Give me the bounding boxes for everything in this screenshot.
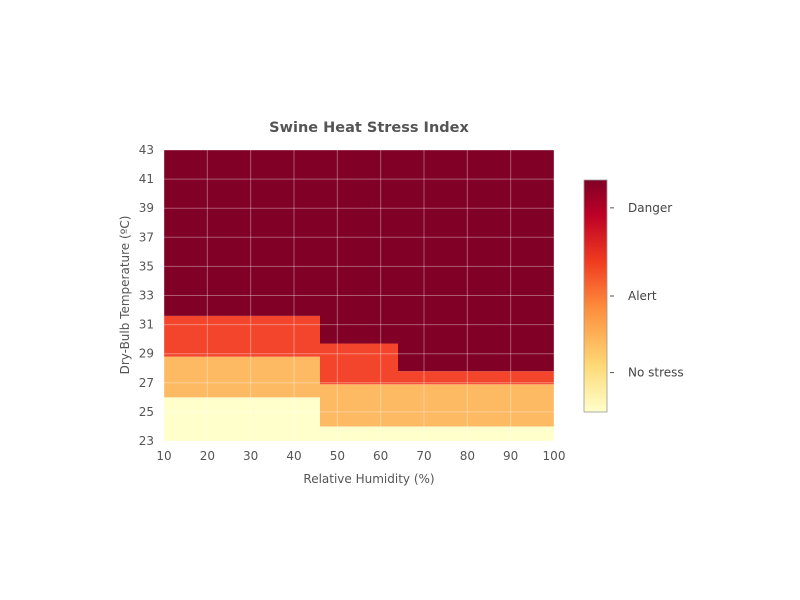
region-warning bbox=[398, 371, 554, 385]
y-axis-ticks: 23 25 27 29 31 33 35 37 39 41 43 bbox=[139, 143, 154, 448]
region-no-stress bbox=[164, 397, 320, 441]
colorbar-label: No stress bbox=[628, 366, 684, 380]
x-axis-ticks: 10 20 30 40 50 60 70 80 90 100 bbox=[156, 449, 565, 463]
region-warning bbox=[320, 343, 398, 385]
chart-title: Swine Heat Stress Index bbox=[269, 120, 469, 136]
y-tick-label: 35 bbox=[139, 259, 154, 273]
colorbar-labels: Danger Alert No stress bbox=[610, 201, 684, 380]
x-tick-label: 70 bbox=[416, 449, 431, 463]
x-tick-label: 90 bbox=[503, 449, 518, 463]
plot-regions bbox=[164, 150, 554, 441]
y-tick-label: 41 bbox=[139, 172, 154, 186]
x-axis-label: Relative Humidity (%) bbox=[303, 472, 434, 486]
y-axis-label: Dry-Bulb Temperature (ºC) bbox=[118, 216, 132, 375]
x-tick-label: 20 bbox=[200, 449, 215, 463]
x-tick-label: 50 bbox=[330, 449, 345, 463]
y-tick-label: 25 bbox=[139, 405, 154, 419]
region-alert bbox=[164, 356, 320, 398]
region-warning bbox=[164, 315, 320, 357]
region-alert bbox=[320, 384, 554, 427]
colorbar-label: Alert bbox=[628, 289, 657, 303]
colorbar-label: Danger bbox=[628, 201, 672, 215]
x-tick-label: 100 bbox=[543, 449, 566, 463]
region-danger bbox=[398, 150, 554, 372]
colorbar: Danger Alert No stress bbox=[583, 179, 684, 413]
y-tick-label: 39 bbox=[139, 201, 154, 215]
x-tick-label: 30 bbox=[243, 449, 258, 463]
y-tick-label: 43 bbox=[139, 143, 154, 157]
y-tick-label: 23 bbox=[139, 434, 154, 448]
y-tick-label: 31 bbox=[139, 318, 154, 332]
y-tick-label: 27 bbox=[139, 376, 154, 390]
region-danger bbox=[320, 150, 398, 344]
grid-lines bbox=[163, 149, 555, 442]
y-tick-label: 37 bbox=[139, 230, 154, 244]
x-tick-label: 60 bbox=[373, 449, 388, 463]
x-tick-label: 10 bbox=[156, 449, 171, 463]
y-tick-label: 33 bbox=[139, 289, 154, 303]
region-danger bbox=[164, 150, 320, 316]
region-no-stress bbox=[320, 426, 554, 441]
y-tick-label: 29 bbox=[139, 347, 154, 361]
colorbar-gradient bbox=[583, 179, 608, 413]
x-tick-label: 40 bbox=[286, 449, 301, 463]
x-tick-label: 80 bbox=[460, 449, 475, 463]
